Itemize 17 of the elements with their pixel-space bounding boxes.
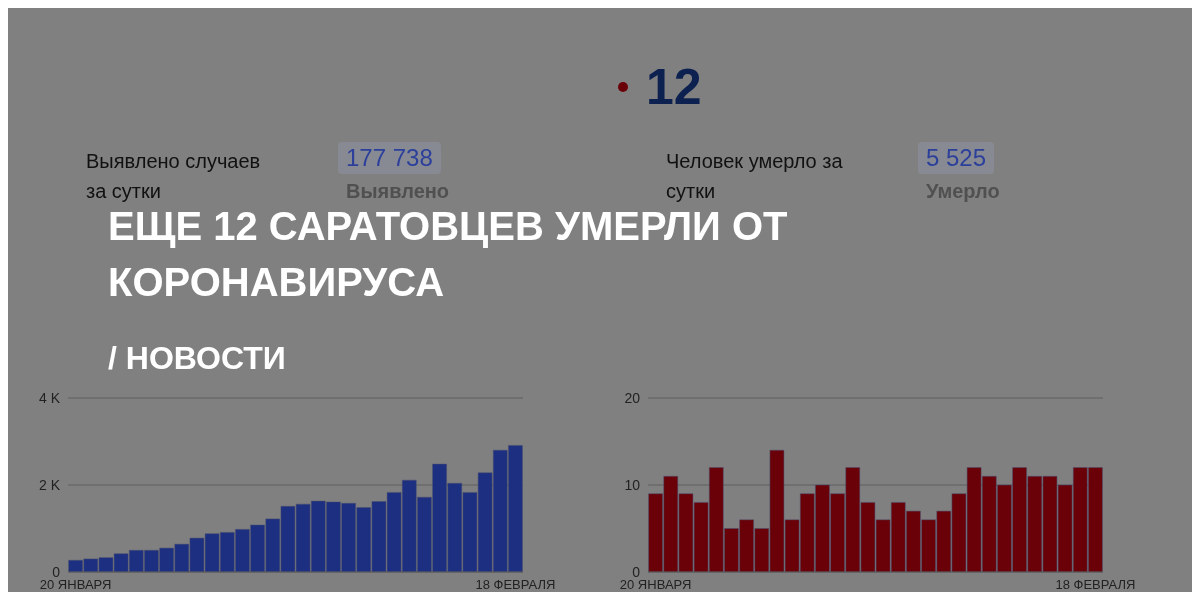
text: 5 525 [918, 142, 995, 174]
x-tick-label: 20 ЯНВАРЯ [619, 577, 692, 593]
chart-subtitle: Человек умерло за сутки [666, 150, 843, 202]
chart-subtitle: Выявлено случаев за сутки [86, 150, 261, 202]
text: / НОВОСТИ [108, 340, 287, 377]
y-tick-label: 10 [624, 476, 641, 493]
y-tick-label: 0 [632, 563, 641, 580]
y-tick-label: 20 [624, 389, 641, 406]
x-tick-label: 20 ЯНВАРЯ [39, 577, 112, 593]
chart-title: 12 [646, 58, 702, 116]
y-tick-label: 0 [52, 563, 61, 580]
text: 177 738 [338, 142, 441, 174]
y-tick-label: 2 K [38, 476, 61, 493]
x-tick-label: 18 ФЕВРАЛЯ [1055, 577, 1136, 593]
x-tick-label: 18 ФЕВРАЛЯ [475, 577, 556, 593]
y-tick-label: 4 K [38, 389, 61, 406]
text: ЕЩЕ 12 САРАТОВЦЕВ УМЕРЛИ ОТ КОРОНАВИРУСА [108, 204, 788, 304]
